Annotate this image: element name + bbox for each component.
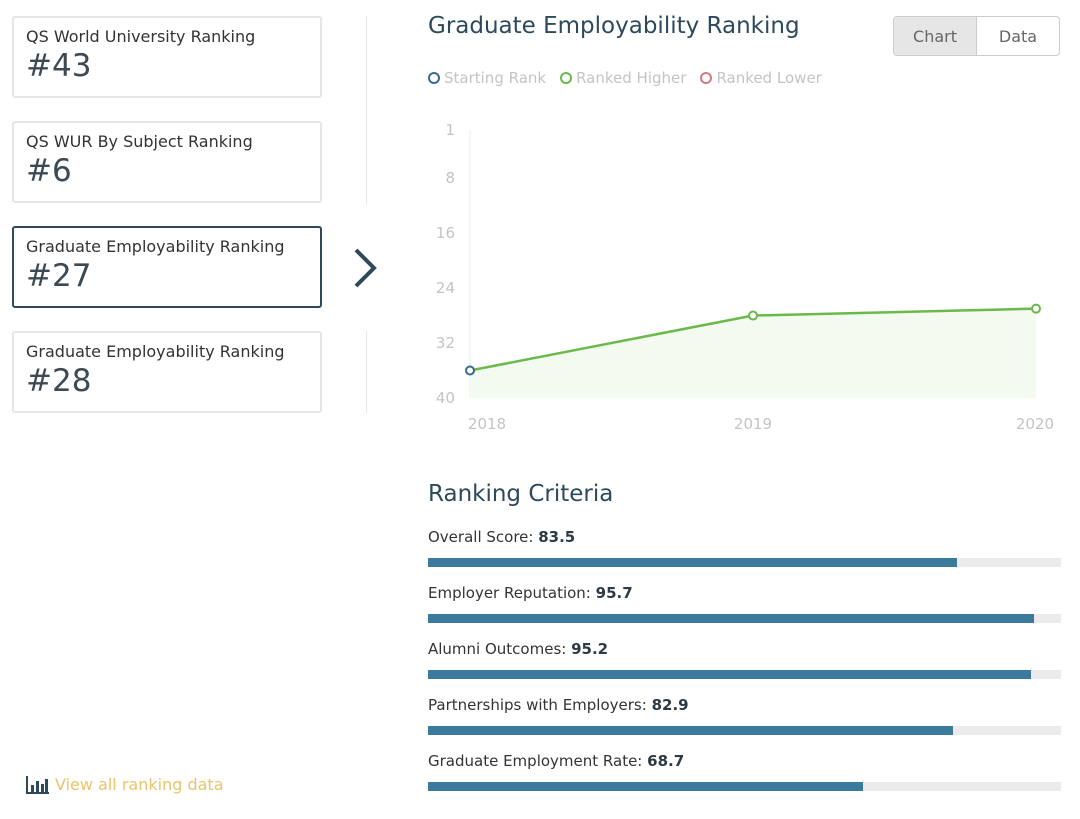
y-tick-label: 8	[445, 169, 455, 187]
criteria-title: Ranking Criteria	[428, 481, 614, 507]
criteria-item: Graduate Employment Rate: 68.7	[428, 752, 1061, 791]
legend-item[interactable]: Ranked Lower	[700, 69, 822, 87]
criteria-item: Employer Reputation: 95.7	[428, 584, 1061, 623]
criteria-value: 68.7	[647, 752, 685, 770]
y-tick-label: 16	[436, 224, 455, 242]
view-all-ranking-link[interactable]: View all ranking data	[25, 775, 224, 794]
chart-tab[interactable]: Chart	[894, 17, 977, 55]
score-bar-fill	[428, 614, 1034, 623]
score-bar	[428, 558, 1061, 567]
data-point	[465, 365, 475, 376]
data-point	[748, 310, 758, 321]
data-point	[1031, 303, 1041, 314]
x-tick-label: 2020	[1016, 415, 1054, 433]
criteria-label: Employer Reputation: 95.7	[428, 584, 633, 602]
legend-item[interactable]: Ranked Higher	[560, 69, 686, 87]
circle-icon	[700, 72, 713, 84]
divider	[366, 16, 367, 204]
criteria-value: 82.9	[651, 696, 689, 714]
ranking-card-subject[interactable]: QS WUR By Subject Ranking #6	[12, 121, 322, 203]
x-tick-label: 2019	[734, 415, 772, 433]
criteria-value: 95.7	[595, 584, 633, 602]
chevron-right-icon	[354, 248, 377, 288]
legend-item[interactable]: Starting Rank	[428, 69, 546, 87]
y-tick-label: 1	[445, 121, 455, 139]
score-bar-fill	[428, 670, 1031, 679]
chart-title: Graduate Employability Ranking	[428, 13, 800, 39]
score-bar	[428, 614, 1061, 623]
score-bar	[428, 726, 1061, 735]
y-tick-label: 32	[436, 334, 455, 352]
criteria-label: Overall Score: 83.5	[428, 528, 576, 546]
score-bar-fill	[428, 782, 863, 791]
criteria-value: 95.2	[571, 640, 609, 658]
criteria-item: Overall Score: 83.5	[428, 528, 1061, 567]
y-tick-label: 40	[436, 389, 455, 407]
ranking-card-qs-world[interactable]: QS World University Ranking #43	[12, 16, 322, 98]
divider	[366, 331, 367, 413]
chart-legend: Starting Rank Ranked Higher Ranked Lower	[428, 69, 822, 87]
criteria-label: Alumni Outcomes: 95.2	[428, 640, 609, 658]
score-bar	[428, 782, 1061, 791]
ranking-card-employability[interactable]: Graduate Employability Ranking #28	[12, 331, 322, 413]
score-bar	[428, 670, 1061, 679]
rank-line-chart: 1 8 16 24 32 40 2018 2019 2020	[436, 121, 1054, 433]
criteria-item: Partnerships with Employers: 82.9	[428, 696, 1061, 735]
area-fill	[470, 308, 1036, 398]
score-bar-fill	[428, 558, 957, 567]
criteria-label: Graduate Employment Rate: 68.7	[428, 752, 685, 770]
data-tab[interactable]: Data	[998, 26, 1038, 46]
x-tick-label: 2018	[468, 415, 506, 433]
circle-icon	[428, 72, 440, 84]
bar-chart-icon	[26, 775, 49, 794]
circle-icon	[560, 72, 573, 84]
score-bar-fill	[428, 726, 953, 735]
criteria-item: Alumni Outcomes: 95.2	[428, 640, 1061, 679]
ranking-card-employability-active[interactable]: Graduate Employability Ranking #27	[12, 226, 322, 308]
y-tick-label: 24	[436, 279, 455, 297]
view-toggle[interactable]: Chart Data	[893, 16, 1060, 56]
criteria-label: Partnerships with Employers: 82.9	[428, 696, 689, 714]
criteria-value: 83.5	[538, 528, 576, 546]
